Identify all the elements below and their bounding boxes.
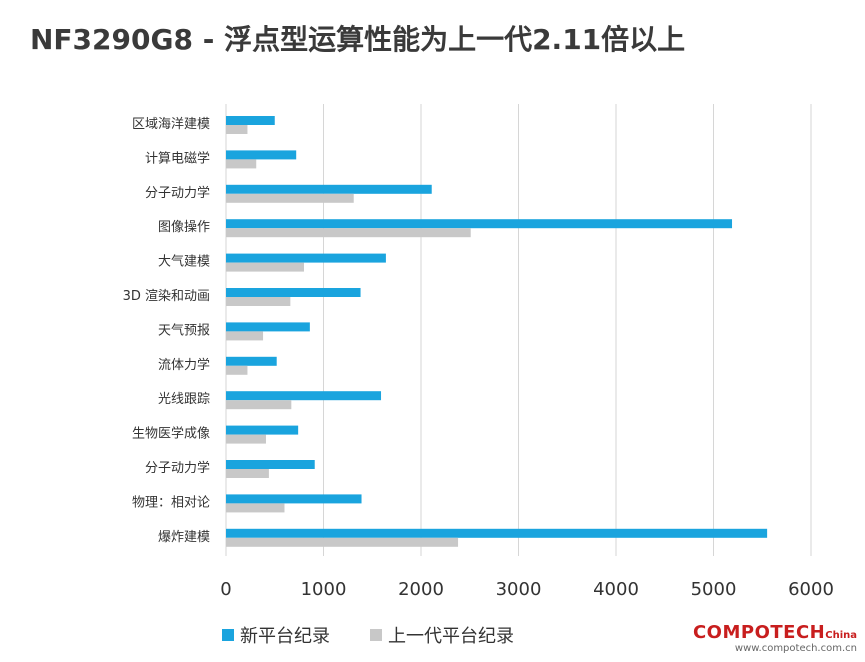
bar-previous-platform xyxy=(226,193,354,203)
bar-previous-platform xyxy=(226,503,285,513)
category-label: 区域海洋建模 xyxy=(132,117,210,132)
bar-new-platform xyxy=(226,528,768,538)
chart-title: NF3290G8 - 浮点型运算性能为上一代2.11倍以上 xyxy=(30,23,686,56)
watermark-brand: COMPOTECH xyxy=(692,622,826,643)
x-tick-label: 0 xyxy=(220,579,231,600)
x-tick-label: 3000 xyxy=(496,579,542,600)
legend-label-previous-platform: 上一代平台纪录 xyxy=(388,626,514,647)
category-label: 生物医学成像 xyxy=(132,426,210,442)
category-label: 流体力学 xyxy=(158,357,210,373)
bar-previous-platform xyxy=(226,262,304,272)
category-label: 大气建模 xyxy=(158,254,210,270)
bar-new-platform xyxy=(226,150,297,160)
legend-item-previous-platform: 上一代平台纪录 xyxy=(370,622,514,648)
legend-swatch-new-platform xyxy=(222,629,234,641)
legend-swatch-previous-platform xyxy=(370,629,382,641)
bar-previous-platform xyxy=(226,159,257,169)
x-tick-label: 2000 xyxy=(398,579,444,600)
category-label: 分子动力学 xyxy=(145,460,210,476)
category-label: 物理：相对论 xyxy=(132,495,210,510)
bar-new-platform xyxy=(226,184,432,194)
legend: 新平台纪录 上一代平台纪录 xyxy=(222,622,554,648)
x-tick-label: 1000 xyxy=(301,579,347,600)
category-label: 爆炸建模 xyxy=(158,530,210,545)
watermark-logo: COMPOTECHChina www.compotech.com.cn xyxy=(693,624,857,654)
bar-new-platform xyxy=(226,391,382,401)
bar-previous-platform xyxy=(226,469,269,478)
category-label: 3D 渲染和动画 xyxy=(123,289,210,304)
bar-previous-platform xyxy=(226,537,459,547)
x-tick-label: 4000 xyxy=(593,579,639,600)
category-label: 光线跟踪 xyxy=(158,392,210,407)
bar-new-platform xyxy=(226,219,733,229)
bar-new-platform xyxy=(226,253,386,263)
legend-label-new-platform: 新平台纪录 xyxy=(240,626,330,647)
watermark-suffix: China xyxy=(825,630,857,641)
bar-previous-platform xyxy=(226,400,292,410)
bar-previous-platform xyxy=(226,228,471,238)
bar-new-platform xyxy=(226,460,315,469)
bar-new-platform xyxy=(226,425,299,435)
bar-previous-platform xyxy=(226,331,264,341)
bar-new-platform xyxy=(226,356,277,366)
watermark-url: www.compotech.com.cn xyxy=(734,643,857,654)
bar-new-platform xyxy=(226,116,275,125)
bar-previous-platform xyxy=(226,434,266,444)
category-label: 计算电磁学 xyxy=(145,150,210,166)
x-tick-label: 6000 xyxy=(788,579,834,600)
bar-previous-platform xyxy=(226,365,248,375)
bar-previous-platform xyxy=(226,297,291,306)
bar-new-platform xyxy=(226,288,361,297)
x-tick-label: 5000 xyxy=(691,579,737,600)
bar-new-platform xyxy=(226,494,362,504)
category-label: 图像操作 xyxy=(158,219,210,235)
category-label: 分子动力学 xyxy=(145,185,210,201)
bar-previous-platform xyxy=(226,125,248,134)
legend-item-new-platform: 新平台纪录 xyxy=(222,622,330,648)
category-label: 天气预报 xyxy=(158,322,210,338)
bar-new-platform xyxy=(226,322,310,332)
